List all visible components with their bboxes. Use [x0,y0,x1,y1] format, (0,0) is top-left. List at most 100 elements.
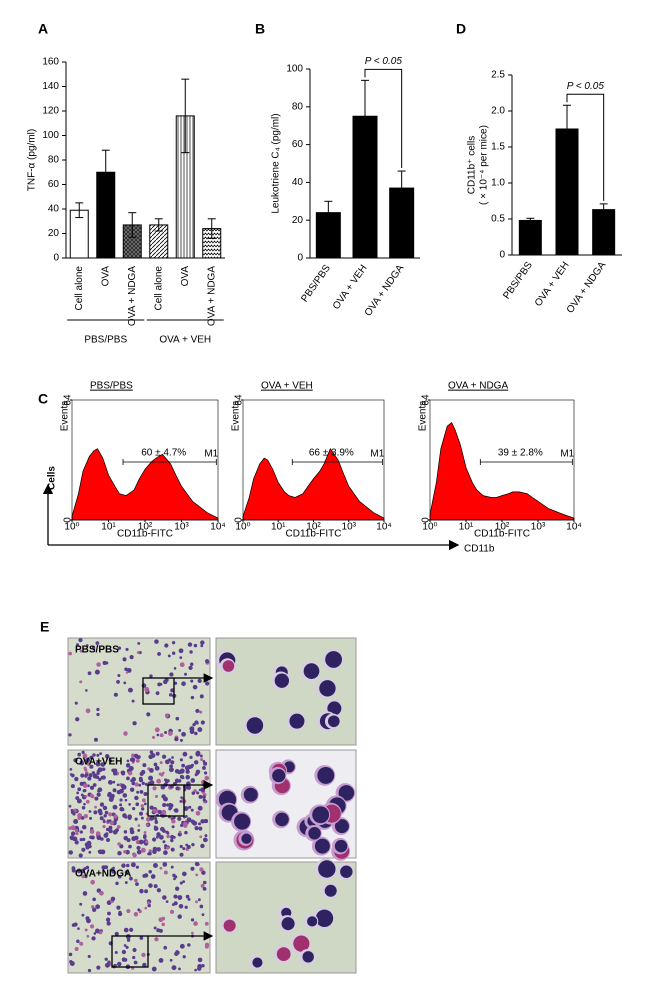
cell [77,752,82,757]
cell [80,816,85,820]
cell [83,766,87,770]
cell [179,758,183,762]
cell [138,651,142,655]
cell [113,814,118,819]
cell [105,917,111,922]
y-axis-label: Events [60,401,71,432]
cell [174,778,180,784]
cell [193,760,199,765]
cell [108,797,114,802]
cell [140,816,144,820]
cell [78,813,83,818]
cell [129,876,133,881]
cell [135,802,140,807]
cell [178,967,181,971]
cell [101,767,106,771]
cell [142,962,147,968]
cell [88,850,92,854]
cell [162,802,167,808]
cell [161,922,166,927]
cell [110,896,116,902]
y-tick-label: 0 [297,253,303,264]
cell [195,900,198,904]
cell [76,868,82,874]
cell [95,641,100,645]
cell [161,809,167,815]
cell [71,868,76,873]
y-axis-label: CD11b⁺ cells [467,136,478,194]
cell [197,805,203,811]
y-tick-label: 60 [48,179,60,190]
cell [128,814,132,818]
cell [99,752,102,756]
y-tick-label: 1.0 [491,178,505,189]
cell [83,783,88,788]
cell [85,708,91,714]
cell [107,911,111,916]
cell [197,727,203,733]
cell [205,681,210,686]
cell [155,691,160,696]
cell [142,873,147,878]
cell [182,955,186,959]
cell [119,803,123,807]
cell [200,787,206,793]
axis-label: CD11b [464,544,495,555]
cell [131,753,136,758]
cell [76,939,80,944]
cell [88,810,92,813]
x-tick-label: 10² [138,522,153,533]
cell [149,805,154,810]
cell [117,673,121,678]
cell [204,921,209,926]
cell [89,764,94,769]
cell [159,733,164,738]
cell [136,651,140,654]
cell [137,641,141,645]
x-tick-label: PBS/PBS [299,263,333,305]
y-tick-label: 80 [292,101,304,112]
cell [81,750,85,754]
cell [99,890,104,896]
cell [201,913,205,917]
cell [156,888,162,893]
cell [169,764,173,769]
cell [68,733,72,737]
nucleus [223,919,236,932]
cell [145,823,149,827]
cell [182,871,187,877]
cell [105,827,110,832]
cell [104,754,110,759]
cell [202,795,206,799]
cell [204,834,208,838]
cell [195,810,201,816]
cell [154,816,158,820]
inset-box [142,677,175,705]
cell [136,845,141,850]
cell [137,908,141,912]
cell [191,821,196,825]
y-tick-label: 100 [42,130,59,141]
cell [162,829,166,833]
cell [102,660,107,666]
panel-label: D [456,21,466,37]
cell [143,834,147,838]
cell [161,794,166,799]
gate-value: 39 ± 2.8% [498,448,543,459]
cell [171,825,175,829]
cell [123,944,127,947]
cell [171,651,176,655]
gate-value: 60 ± 4.7% [141,448,186,459]
cell [164,643,169,648]
cell [125,647,129,651]
cell [195,708,200,713]
nucleus [243,787,258,802]
cell [120,770,125,775]
cell [190,866,195,871]
y-axis-label: Events [231,401,242,432]
cell [102,805,108,811]
cell [93,932,97,935]
cell [199,694,204,699]
cell [109,759,113,763]
cell [173,894,178,899]
